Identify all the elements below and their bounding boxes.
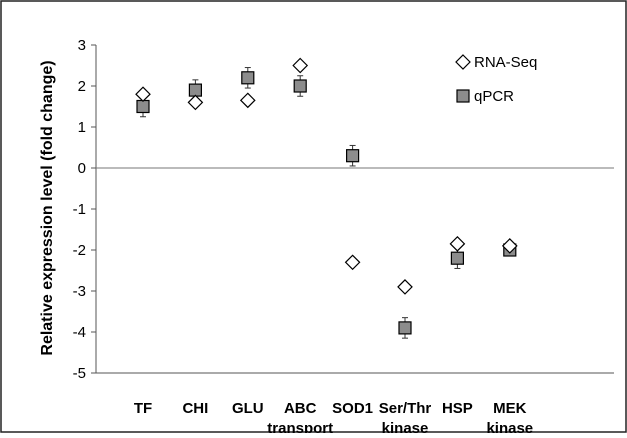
rna-seq-point — [344, 254, 361, 271]
qpcr-point — [241, 71, 255, 85]
rna-seq-point — [449, 236, 466, 252]
x-category-label-line2: transport — [267, 420, 333, 433]
y-tick-label: -1 — [73, 201, 86, 218]
x-category-label: ABC — [284, 400, 317, 417]
rna-seq-point — [501, 238, 518, 254]
x-category-label: CHI — [182, 400, 208, 417]
qpcr-point — [450, 251, 464, 265]
legend-rna-seq-marker — [455, 54, 471, 70]
x-category-label: HSP — [442, 400, 473, 417]
legend-qpcr-label: qPCR — [474, 88, 514, 105]
x-category-label: Ser/Thr — [379, 400, 432, 417]
y-tick-label: -4 — [73, 324, 86, 341]
x-category-label: MEK — [493, 400, 527, 417]
y-axis-label: Relative expression level (fold change) — [39, 60, 56, 355]
error-bars — [140, 67, 461, 339]
rna-seq-point — [135, 86, 151, 103]
rna-seq-point — [292, 57, 309, 74]
x-category-label: GLU — [232, 400, 264, 417]
rna-seq-point — [239, 92, 256, 109]
y-tick-label: 1 — [78, 119, 86, 136]
y-tick-label: 2 — [78, 78, 86, 95]
legend-qpcr-marker — [456, 89, 470, 103]
legend: RNA-Seq qPCR — [455, 54, 537, 105]
x-category-label-line2: kinase — [382, 420, 429, 433]
qpcr-point — [293, 79, 307, 93]
x-category-label-line2: kinase — [486, 420, 533, 433]
rna-seq-point — [187, 94, 204, 111]
y-tick-labels: 3 2 1 0 -1 -2 -3 -4 -5 — [73, 37, 86, 382]
y-tick-label: 3 — [78, 37, 86, 54]
qpcr-point — [188, 83, 202, 97]
x-category-labels: TF CHI GLU ABC transport SOD1 Ser/Thr kinase HSP… — [134, 400, 533, 437]
y-tick-label: -5 — [73, 365, 86, 382]
qpcr-point — [136, 99, 150, 114]
y-tick-label: 0 — [78, 160, 86, 177]
qpcr-point — [398, 321, 412, 335]
legend-rna-seq-label: RNA-Seq — [474, 54, 537, 71]
axes — [91, 44, 614, 374]
data-markers — [135, 57, 518, 335]
qpcr-point — [346, 149, 360, 163]
x-category-label: TF — [134, 400, 152, 417]
rna-seq-point — [397, 279, 413, 295]
y-tick-label: -2 — [73, 242, 86, 259]
x-category-label: SOD1 — [332, 400, 373, 417]
y-tick-label: -3 — [73, 283, 86, 300]
